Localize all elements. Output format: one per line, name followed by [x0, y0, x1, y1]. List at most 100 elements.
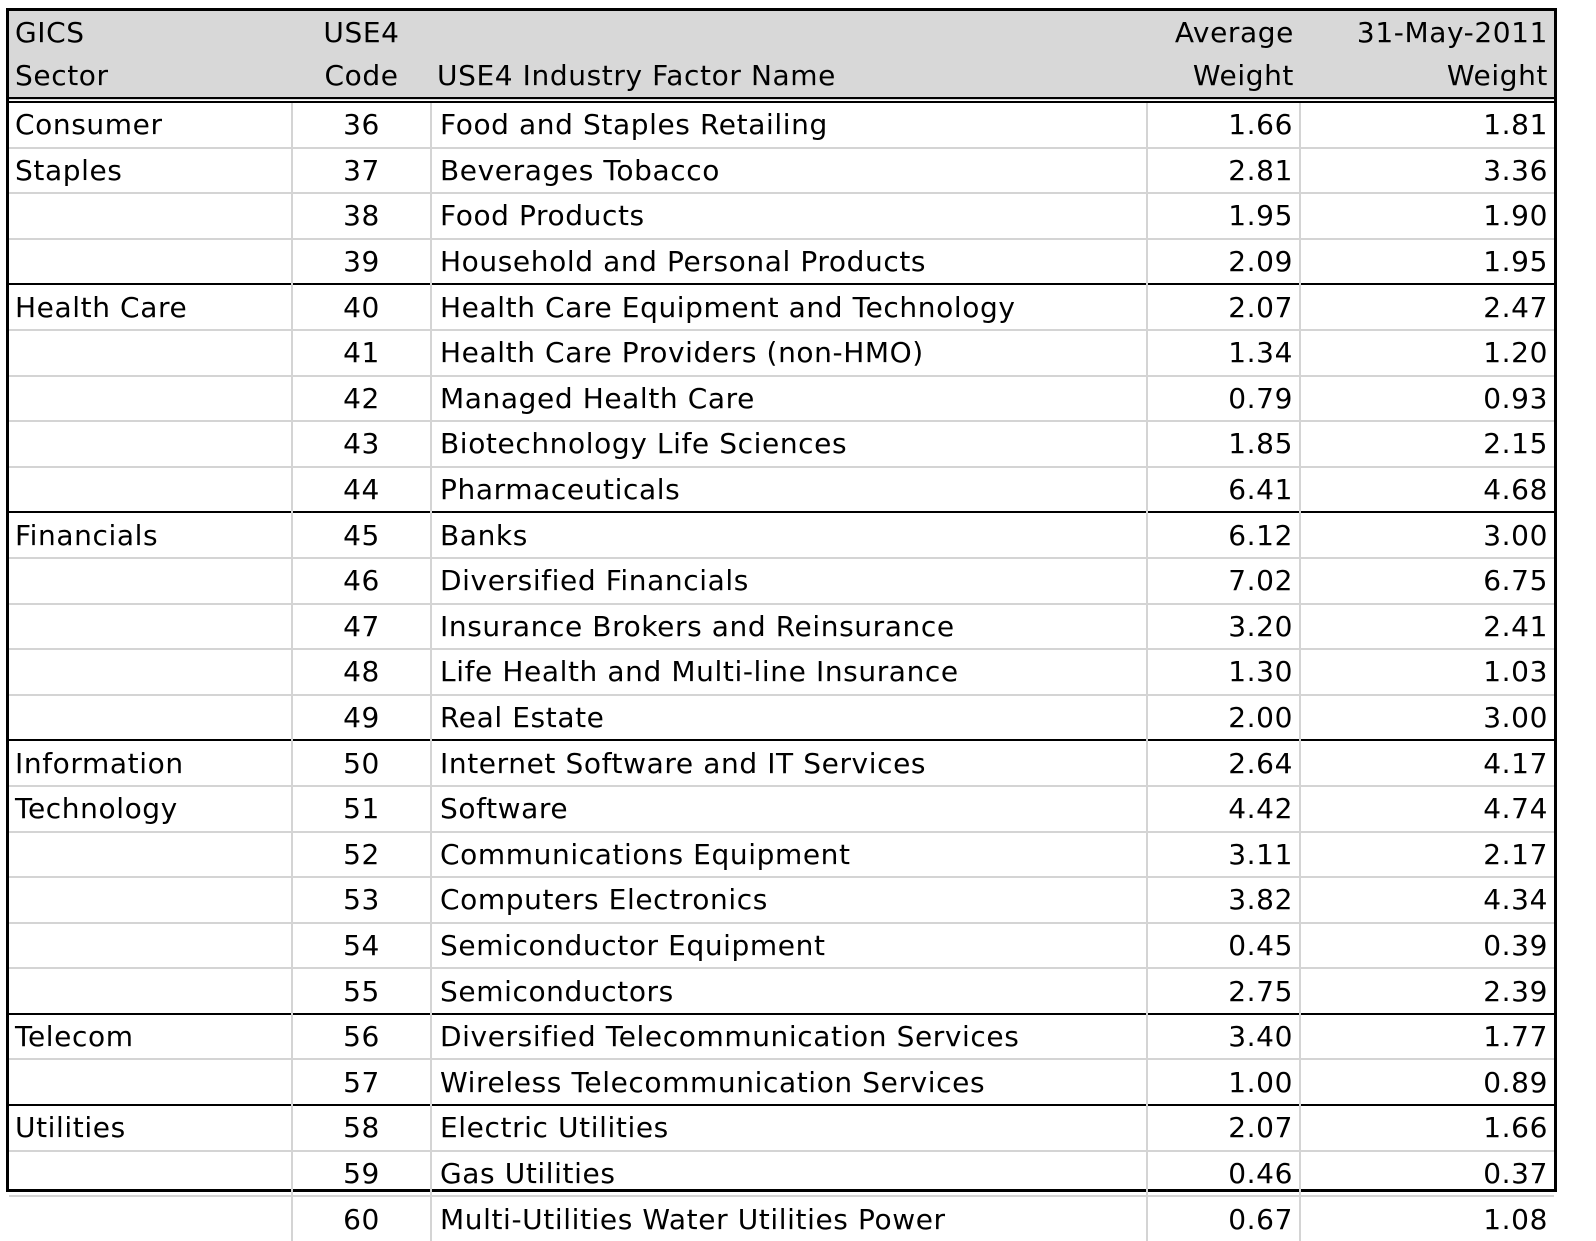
- table-row: 39 Household and Personal Products 2.09 1.9…: [9, 237, 1554, 285]
- average-weight-cell: 3.20: [1146, 602, 1300, 650]
- code-cell: 53: [291, 876, 431, 923]
- table-row: 42 Managed Health Care 0.79 0.93: [9, 374, 1554, 422]
- sector-cell: Consumer: [15, 108, 163, 142]
- industry-name-cell: Diversified Financials: [430, 556, 1147, 604]
- header-sector-line2: Sector: [9, 54, 292, 103]
- industry-name-cell: Biotechnology Life Sciences: [430, 420, 1147, 467]
- industry-name-cell: Health Care Providers (non-HMO): [430, 328, 1147, 376]
- code-cell: 56: [291, 1012, 431, 1060]
- date-weight-cell: 0.39: [1299, 921, 1554, 969]
- sector-cell: Information: [9, 739, 292, 786]
- average-weight-cell: 7.02: [1146, 556, 1300, 604]
- sector-cell: [9, 602, 292, 650]
- code-cell: 39: [291, 237, 431, 285]
- average-weight-cell: 0.46: [1146, 1149, 1300, 1197]
- date-weight-cell: 0.89: [1299, 1058, 1554, 1106]
- code-cell: 36: [291, 100, 431, 148]
- code-cell: 43: [291, 420, 431, 467]
- industry-name-cell: Computers Electronics: [430, 876, 1147, 923]
- average-weight-cell: 0.79: [1146, 374, 1300, 422]
- average-weight-cell: 2.09: [1146, 237, 1300, 285]
- average-weight-cell: 2.75: [1146, 967, 1300, 1014]
- date-weight-cell: 2.47: [1299, 283, 1554, 330]
- date-weight-cell: 3.36: [1299, 146, 1554, 194]
- date-weight-cell: 2.39: [1299, 967, 1554, 1014]
- code-cell: 48: [291, 648, 431, 695]
- industry-name-cell: Food and Staples Retailing: [430, 100, 1147, 148]
- average-weight-cell: 6.41: [1146, 465, 1300, 513]
- average-weight-cell: 1.00: [1146, 1058, 1300, 1106]
- industry-name-cell: Wireless Telecommunication Services: [430, 1058, 1147, 1106]
- table-row: 53 Computers Electronics 3.82 4.34: [9, 876, 1554, 923]
- average-weight-cell: 1.34: [1146, 328, 1300, 376]
- table-row: 57 Wireless Telecommunication Services 1.0…: [9, 1058, 1554, 1106]
- industry-name-cell: Software: [430, 784, 1147, 832]
- sector-cell: [9, 1195, 292, 1241]
- table-row: 59 Gas Utilities 0.46 0.37: [9, 1149, 1554, 1197]
- date-weight-cell: 1.81: [1299, 100, 1554, 148]
- date-weight-cell: 4.68: [1299, 465, 1554, 513]
- date-weight-cell: 4.74: [1299, 784, 1554, 832]
- code-cell: 51: [291, 784, 431, 832]
- table-header: GICS USE4 Average 31-May-2011 Sector Cod…: [9, 11, 1554, 103]
- header-date-line1: 31-May-2011: [1356, 16, 1548, 49]
- header-sector-line1: GICS: [15, 16, 85, 49]
- industry-name-cell: Communications Equipment: [430, 830, 1147, 878]
- average-weight-cell: 1.66: [1146, 100, 1300, 148]
- table-row: 55 Semiconductors 2.75 2.39: [9, 967, 1554, 1014]
- industry-name-cell: Beverages Tobacco: [430, 146, 1147, 194]
- date-weight-cell: 1.90: [1299, 192, 1554, 239]
- table-row: Utilities 58 Electric Utilities 2.07 1.66: [9, 1104, 1554, 1151]
- sector-cell: [9, 830, 292, 878]
- industry-name-cell: Gas Utilities: [430, 1149, 1147, 1197]
- date-weight-cell: 1.03: [1299, 648, 1554, 695]
- average-weight-cell: 2.64: [1146, 739, 1300, 786]
- average-weight-cell: 2.07: [1146, 283, 1300, 330]
- sector-cell: [9, 465, 292, 513]
- code-cell: 46: [291, 556, 431, 604]
- sector-cell: Financials: [9, 511, 292, 558]
- date-weight-cell: 3.00: [1299, 693, 1554, 741]
- table-row: 41 Health Care Providers (non-HMO) 1.34 1.2…: [9, 328, 1554, 376]
- industry-name-cell: Banks: [430, 511, 1147, 558]
- average-weight-cell: 2.07: [1146, 1104, 1300, 1151]
- code-cell: 37: [291, 146, 431, 194]
- sector-cell: Health Care: [9, 283, 292, 330]
- table-row: 54 Semiconductor Equipment 0.45 0.39: [9, 921, 1554, 969]
- code-cell: 38: [291, 192, 431, 239]
- sector-cell: Telecom: [9, 1012, 292, 1060]
- average-weight-cell: 2.81: [1146, 146, 1300, 194]
- industry-name-cell: Internet Software and IT Services: [430, 739, 1147, 786]
- code-cell: 57: [291, 1058, 431, 1106]
- date-weight-cell: 0.37: [1299, 1149, 1554, 1197]
- industry-name-cell: Health Care Equipment and Technology: [430, 283, 1147, 330]
- industry-name-cell: Household and Personal Products: [430, 237, 1147, 285]
- average-weight-cell: 3.11: [1146, 830, 1300, 878]
- header-date-line2: Weight: [1300, 54, 1554, 103]
- industry-factor-table-frame: GICS USE4 Average 31-May-2011 Sector Cod…: [6, 8, 1557, 1241]
- table-row: Financials 45 Banks 6.12 3.00: [9, 511, 1554, 558]
- average-weight-cell: 1.95: [1146, 192, 1300, 239]
- industry-name-cell: Real Estate: [430, 693, 1147, 741]
- table-row: Consumer 36 Food and Staples Retailing 1.66…: [9, 100, 1554, 148]
- date-weight-cell: 3.00: [1299, 511, 1554, 558]
- header-row-1: GICS USE4 Average 31-May-2011: [9, 11, 1554, 54]
- code-cell: 47: [291, 602, 431, 650]
- table-row: 44 Pharmaceuticals 6.41 4.68: [9, 465, 1554, 513]
- industry-name-cell: Life Health and Multi-line Insurance: [430, 648, 1147, 695]
- header-name-line1: [431, 11, 1147, 54]
- header-avg-line2: Weight: [1147, 54, 1300, 103]
- sector-cell: Technology: [9, 784, 292, 832]
- code-cell: 52: [291, 830, 431, 878]
- table-body: Consumer 36 Food and Staples Retailing 1.66…: [9, 100, 1554, 1241]
- sector-cell: [9, 328, 292, 376]
- header-code-line1: USE4: [323, 16, 400, 49]
- industry-name-cell: Insurance Brokers and Reinsurance: [430, 602, 1147, 650]
- table-row: 47 Insurance Brokers and Reinsurance 3.20 2…: [9, 602, 1554, 650]
- table-row: 60 Multi-Utilities Water Utilities Power 0…: [9, 1195, 1554, 1241]
- sector-cell: Staples: [9, 146, 292, 194]
- table-row: 43 Biotechnology Life Sciences 1.85 2.15: [9, 420, 1554, 467]
- code-cell: 45: [291, 511, 431, 558]
- sector-cell: [9, 648, 292, 695]
- average-weight-cell: 6.12: [1146, 511, 1300, 558]
